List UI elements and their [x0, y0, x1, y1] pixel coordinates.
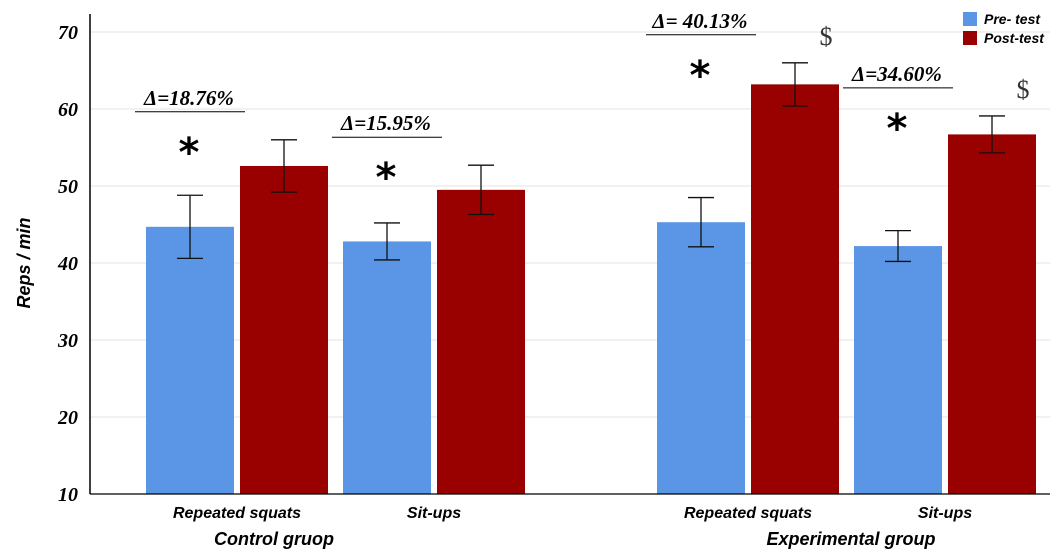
y-tick-label: 60: [58, 99, 78, 121]
error-bar-post-test: [782, 62, 808, 107]
delta-percentage: Δ=15.95%: [340, 111, 431, 135]
category-label: Sit-ups: [918, 505, 972, 522]
error-bar-post-test: [979, 115, 1005, 154]
error-bar-pre-test: [688, 196, 714, 248]
y-tick-label: 70: [58, 22, 78, 44]
legend-swatch: [963, 31, 977, 45]
axes: [89, 14, 1050, 495]
error-bar-pre-test: [374, 222, 400, 261]
category-label: Repeated squats: [684, 505, 812, 522]
labels: 10 20 30 40 50 60 70 Reps / min Repeated squats S…: [14, 22, 972, 549]
bar-post-test: [437, 189, 525, 494]
error-bars: [177, 62, 1005, 263]
error-bar-post-test: [468, 164, 494, 216]
legend: Pre- test Post-test: [963, 11, 1045, 46]
y-axis-label: Reps / min: [14, 217, 34, 308]
significance-star: *: [179, 130, 200, 176]
annotations: Δ=18.76% * Δ=15.95% * Δ= 40.13% * $ Δ=34.60% * $: [135, 9, 1030, 201]
legend-swatch: [963, 12, 977, 26]
delta-percentage: Δ= 40.13%: [651, 9, 747, 33]
y-tick-label: 40: [57, 253, 78, 275]
significance-star: *: [376, 155, 397, 201]
error-bar-post-test: [271, 139, 297, 193]
bar-post-test: [948, 134, 1036, 494]
significance-dollar: $: [820, 22, 833, 51]
delta-percentage: Δ=34.60%: [851, 62, 942, 86]
group-label: Control gruop: [214, 529, 334, 549]
error-bar-pre-test: [885, 230, 911, 263]
y-tick-label: 50: [58, 176, 78, 198]
bar-pre-test: [657, 222, 745, 494]
significance-star: *: [887, 106, 908, 152]
error-bar-pre-test: [177, 194, 203, 260]
delta-percentage: Δ=18.76%: [143, 86, 234, 110]
bar-post-test: [751, 84, 839, 495]
group-label: Experimental group: [766, 529, 935, 549]
y-tick-label: 20: [57, 407, 78, 429]
y-tick-label: 10: [58, 484, 78, 506]
bar-pre-test: [343, 241, 431, 494]
significance-dollar: $: [1017, 75, 1030, 104]
category-label: Sit-ups: [407, 505, 461, 522]
category-label: Repeated squats: [173, 505, 301, 522]
legend-label: Post-test: [984, 30, 1045, 46]
bar-post-test: [240, 165, 328, 495]
bar-pre-test: [854, 246, 942, 494]
bars: [146, 84, 1036, 495]
significance-star: *: [690, 53, 711, 99]
legend-label: Pre- test: [984, 11, 1041, 27]
y-tick-label: 30: [57, 330, 78, 352]
bar-pre-test: [146, 226, 234, 494]
